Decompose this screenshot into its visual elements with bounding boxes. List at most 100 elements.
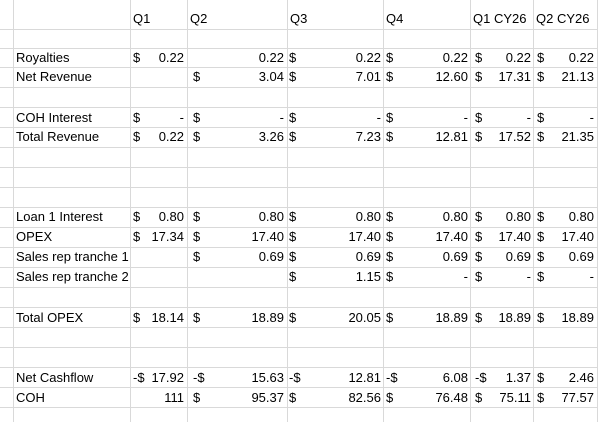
cell-q2-currency[interactable]: $ (193, 110, 201, 125)
cell-q3-currency[interactable]: $ (289, 209, 297, 224)
cell-q2-currency[interactable]: $ (193, 229, 201, 244)
cell-q2-value[interactable]: 0.80 (258, 209, 284, 224)
row-label[interactable]: Net Cashflow (16, 370, 94, 385)
cell-q1-cy26-value[interactable]: 0.80 (505, 209, 531, 224)
cell-q2-cy26-value[interactable]: 17.40 (561, 229, 594, 244)
cell-q1-cy26-currency[interactable]: $ (475, 269, 483, 284)
row-label[interactable]: Total Revenue (16, 129, 100, 144)
cell-q1-cy26-value[interactable]: 0.69 (505, 249, 531, 264)
cell-q3-value[interactable]: 20.05 (348, 310, 381, 325)
cell-q2-cy26-value[interactable]: 0.69 (568, 249, 594, 264)
cell-q4-currency[interactable]: $ (386, 110, 394, 125)
cell-q4-currency[interactable]: $ (386, 310, 394, 325)
cell-q4-value[interactable]: 17.40 (435, 229, 468, 244)
cell-q4-currency[interactable]: $ (386, 209, 394, 224)
cell-q1-cy26-value[interactable]: 75.11 (499, 390, 531, 405)
cell-q4-currency[interactable]: $ (386, 390, 394, 405)
cell-q2-cy26-value[interactable]: 18.89 (561, 310, 594, 325)
cell-q3-currency[interactable]: $ (289, 69, 297, 84)
cell-q2-cy26-currency[interactable]: $ (537, 229, 545, 244)
cell-q3-value[interactable]: 7.01 (355, 69, 381, 84)
cell-q2-cy26-currency[interactable]: $ (537, 110, 545, 125)
cell-q2-value[interactable]: 18.89 (251, 310, 284, 325)
cell-q2-cy26-value[interactable]: - (589, 110, 594, 125)
cell-q1-currency[interactable]: $ (133, 229, 141, 244)
cell-q3-value[interactable]: 0.69 (355, 249, 381, 264)
cell-q1-cy26-value[interactable]: 0.22 (505, 50, 531, 65)
cell-q3-value[interactable]: - (376, 110, 381, 125)
cell-q2-cy26-currency[interactable]: $ (537, 209, 545, 224)
column-header-q1[interactable]: Q1 (133, 11, 151, 26)
cell-q1-cy26-currency[interactable]: $ (475, 209, 483, 224)
cell-q1-currency[interactable]: $ (133, 50, 141, 65)
cell-q2-cy26-value[interactable]: 2.46 (568, 370, 594, 385)
cell-q2-value[interactable]: 3.04 (258, 69, 284, 84)
cell-q3-currency[interactable]: $ (289, 269, 297, 284)
cell-q2-currency[interactable]: $ (193, 310, 201, 325)
column-header-q4[interactable]: Q4 (386, 11, 404, 26)
cell-q2-cy26-value[interactable]: 21.13 (561, 69, 594, 84)
cell-q2-cy26-currency[interactable]: $ (537, 69, 545, 84)
cell-q2-cy26-value[interactable]: 77.57 (561, 390, 594, 405)
cell-q4-value[interactable]: 6.08 (442, 370, 468, 385)
cell-q3-currency[interactable]: $ (289, 110, 297, 125)
cell-q2-currency[interactable]: -$ (193, 370, 205, 385)
cell-q3-value[interactable]: 0.80 (355, 209, 381, 224)
cell-q1-cy26-value[interactable]: - (526, 110, 531, 125)
cell-q2-value[interactable]: 17.40 (251, 229, 284, 244)
cell-q2-cy26-value[interactable]: 21.35 (561, 129, 594, 144)
row-label[interactable]: Total OPEX (16, 310, 84, 325)
cell-q4-currency[interactable]: $ (386, 69, 394, 84)
cell-q4-value[interactable]: 12.60 (435, 69, 468, 84)
cell-q2-cy26-currency[interactable]: $ (537, 269, 545, 284)
cell-q2-cy26-currency[interactable]: $ (537, 390, 545, 405)
row-label[interactable]: Sales rep tranche 2 (16, 269, 129, 284)
row-label[interactable]: Royalties (16, 50, 70, 65)
cell-q2-currency[interactable]: $ (193, 209, 201, 224)
cell-q1-cy26-value[interactable]: 17.52 (498, 129, 531, 144)
cell-q3-value[interactable]: 17.40 (348, 229, 381, 244)
cell-q2-currency[interactable]: $ (193, 69, 201, 84)
cell-q1-cy26-currency[interactable]: $ (475, 110, 483, 125)
cell-q1-value[interactable]: 17.92 (151, 370, 184, 385)
column-header-q2-cy26[interactable]: Q2 CY26 (536, 11, 590, 26)
cell-q3-value[interactable]: 1.15 (355, 269, 381, 284)
cell-q2-value[interactable]: 0.22 (258, 50, 284, 65)
cell-q4-value[interactable]: 76.48 (435, 390, 468, 405)
cell-q1-cy26-currency[interactable]: $ (475, 310, 483, 325)
cell-q2-cy26-currency[interactable]: $ (537, 370, 545, 385)
column-header-q2[interactable]: Q2 (190, 11, 208, 26)
cell-q2-value[interactable]: - (279, 110, 284, 125)
cell-q2-cy26-currency[interactable]: $ (537, 249, 545, 264)
cell-q4-currency[interactable]: $ (386, 249, 394, 264)
row-label[interactable]: Net Revenue (16, 69, 92, 84)
cell-q2-currency[interactable]: $ (193, 249, 201, 264)
cell-q4-currency[interactable]: $ (386, 229, 394, 244)
cell-q4-value[interactable]: 18.89 (435, 310, 468, 325)
cell-q2-cy26-currency[interactable]: $ (537, 50, 545, 65)
column-header-q1-cy26[interactable]: Q1 CY26 (473, 11, 527, 26)
cell-q1-value[interactable]: 18.14 (151, 310, 184, 325)
cell-q1-currency[interactable]: $ (133, 129, 141, 144)
cell-q2-cy26-value[interactable]: - (589, 269, 594, 284)
row-label[interactable]: OPEX (16, 229, 53, 244)
cell-q1-cy26-value[interactable]: 18.89 (498, 310, 531, 325)
cell-q3-currency[interactable]: $ (289, 390, 297, 405)
cell-q3-value[interactable]: 82.56 (348, 390, 381, 405)
cell-q1-value[interactable]: 0.22 (158, 50, 184, 65)
row-label[interactable]: COH (16, 390, 45, 405)
cell-q2-value[interactable]: 3.26 (258, 129, 284, 144)
cell-q2-value[interactable]: 95.37 (251, 390, 284, 405)
cell-q1-cy26-currency[interactable]: $ (475, 249, 483, 264)
cell-q1-currency[interactable]: $ (133, 110, 141, 125)
cell-q3-currency[interactable]: $ (289, 129, 297, 144)
cell-q1-currency[interactable]: $ (133, 209, 141, 224)
cell-q4-currency[interactable]: -$ (386, 370, 398, 385)
cell-q3-currency[interactable]: $ (289, 50, 297, 65)
cell-q1-currency[interactable]: $ (133, 310, 141, 325)
cell-q1-cy26-value[interactable]: - (526, 269, 531, 284)
cell-q1-cy26-value[interactable]: 1.37 (505, 370, 531, 385)
cell-q1-currency[interactable]: -$ (133, 370, 145, 385)
cell-q3-value[interactable]: 12.81 (348, 370, 381, 385)
cell-q1-cy26-value[interactable]: 17.31 (498, 69, 531, 84)
